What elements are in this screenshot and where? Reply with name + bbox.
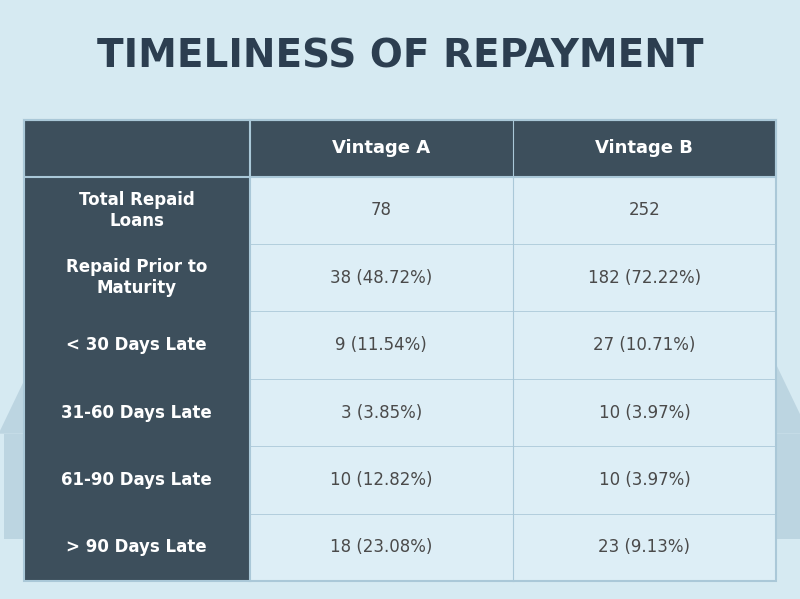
Bar [513,446,776,513]
Polygon shape [0,347,82,434]
Bar [732,434,800,539]
Text: 78: 78 [370,201,392,219]
Text: TIMELINESS OF REPAYMENT: TIMELINESS OF REPAYMENT [97,38,703,76]
Polygon shape [215,288,344,401]
Polygon shape [31,270,160,391]
Bar [270,491,290,539]
Bar [86,487,106,539]
Bar [387,476,413,539]
Text: 31-60 Days Late: 31-60 Days Late [62,404,212,422]
Text: 10 (3.97%): 10 (3.97%) [598,404,690,422]
Text: 18 (23.08%): 18 (23.08%) [330,539,432,556]
Bar [250,177,513,244]
Text: 252: 252 [629,201,660,219]
Bar [510,491,530,539]
Bar [24,120,776,177]
Text: < 30 Days Late: < 30 Days Late [66,336,207,354]
Bar [24,120,776,581]
Polygon shape [456,288,584,401]
Text: 10 (12.82%): 10 (12.82%) [330,471,433,489]
Polygon shape [317,210,483,358]
Bar [250,311,513,379]
Text: 3 (3.85%): 3 (3.85%) [341,404,422,422]
Text: Vintage A: Vintage A [332,139,430,158]
Bar [250,446,513,513]
Text: 9 (11.54%): 9 (11.54%) [335,336,427,354]
Text: 10 (3.97%): 10 (3.97%) [598,471,690,489]
Bar [513,311,776,379]
Bar [513,177,776,244]
Bar [24,120,776,177]
Text: 27 (10.71%): 27 (10.71%) [594,336,695,354]
Bar [694,487,714,539]
Bar [513,513,776,581]
Bar [224,401,336,539]
Text: Repaid Prior to
Maturity: Repaid Prior to Maturity [66,258,207,297]
Bar [328,358,472,539]
Text: 23 (9.13%): 23 (9.13%) [598,539,690,556]
Bar [250,513,513,581]
Bar [513,244,776,311]
Bar [464,401,576,539]
Text: > 90 Days Late: > 90 Days Late [66,539,207,556]
Bar [24,177,250,581]
Bar [250,379,513,446]
Polygon shape [640,270,768,391]
Text: 38 (48.72%): 38 (48.72%) [330,269,432,287]
Bar [762,502,774,539]
Bar [513,379,776,446]
Bar [648,391,760,539]
Bar [4,434,76,539]
Text: Total Repaid
Loans: Total Repaid Loans [79,191,194,230]
Bar [40,391,152,539]
Bar [34,502,46,539]
Text: 61-90 Days Late: 61-90 Days Late [62,471,212,489]
Bar [250,244,513,311]
Polygon shape [726,347,800,434]
Text: Vintage B: Vintage B [595,139,694,158]
Text: 182 (72.22%): 182 (72.22%) [588,269,701,287]
